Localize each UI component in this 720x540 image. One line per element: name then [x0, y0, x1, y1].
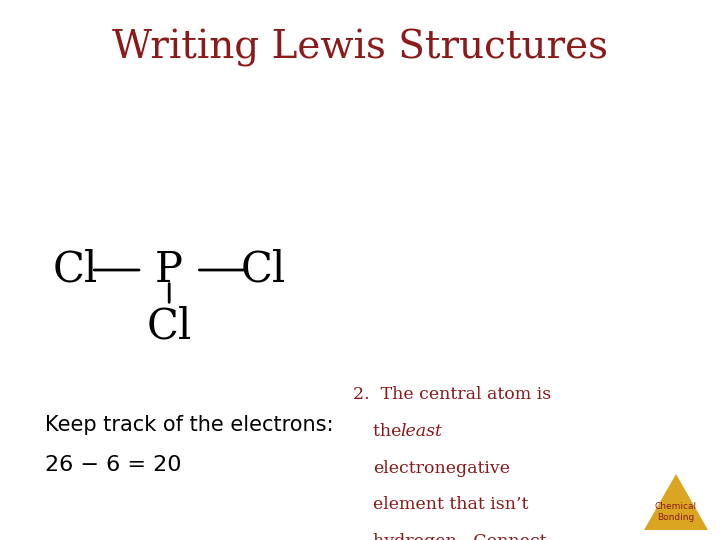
Text: Cl: Cl	[53, 249, 98, 291]
Text: Keep track of the electrons:: Keep track of the electrons:	[45, 415, 333, 435]
Text: least: least	[400, 423, 442, 440]
Text: the: the	[373, 423, 407, 440]
Text: Chemical
Bonding: Chemical Bonding	[655, 502, 697, 522]
Text: electronegative: electronegative	[373, 460, 510, 476]
Text: Cl: Cl	[240, 249, 285, 291]
Text: element that isn’t: element that isn’t	[373, 496, 528, 513]
Polygon shape	[644, 474, 708, 530]
Text: 2.  The central atom is: 2. The central atom is	[353, 386, 551, 403]
Text: 26 − 6 = 20: 26 − 6 = 20	[45, 455, 181, 475]
Text: Writing Lewis Structures: Writing Lewis Structures	[112, 29, 608, 67]
Text: hydrogen.  Connect: hydrogen. Connect	[373, 533, 546, 540]
Text: Cl: Cl	[147, 306, 192, 348]
Text: P: P	[156, 249, 183, 291]
